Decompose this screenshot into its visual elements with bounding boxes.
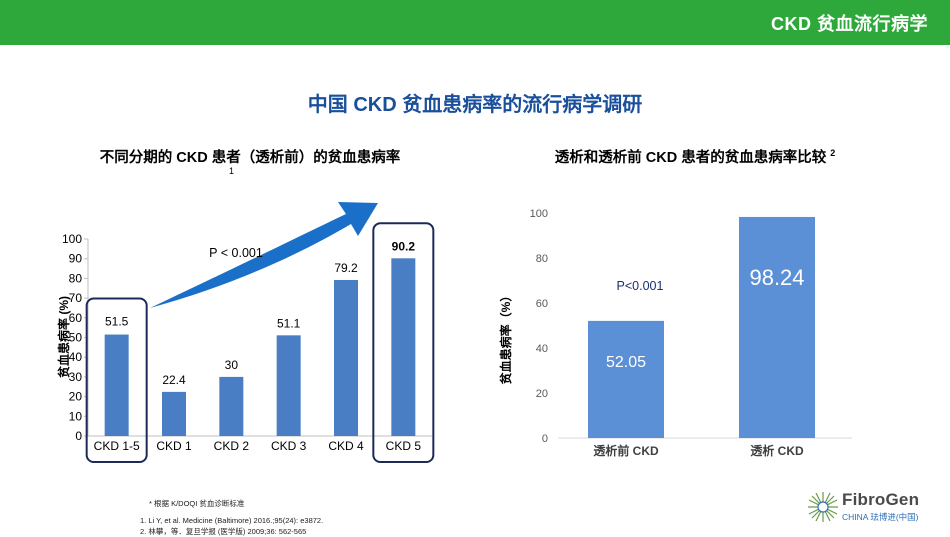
left-y-tick-label: 10: [69, 409, 83, 423]
right-y-tick-label: 40: [536, 343, 548, 355]
right-y-tick-label: 60: [536, 298, 548, 310]
left-y-tick-label: 50: [69, 331, 83, 345]
fibrogen-logo: FibroGen CHINA 珐博进(中国): [806, 488, 946, 528]
left-y-tick-label: 80: [69, 271, 83, 285]
left-bar: [334, 279, 358, 436]
left-x-tick-label: CKD 3: [271, 439, 307, 453]
left-bar: [104, 334, 129, 436]
right-bar: [588, 320, 664, 438]
right-chart-title: 透析和透析前 CKD 患者的贫血患病率比较 2: [530, 146, 860, 167]
left-y-tick-label: 40: [69, 350, 83, 364]
left-chart-title: 不同分期的 CKD 患者（透析前）的贫血患病率: [99, 150, 401, 166]
left-y-tick-label: 70: [69, 291, 83, 305]
left-data-label: 51.1: [277, 316, 301, 330]
right-y-tick-label: 100: [530, 208, 548, 220]
left-x-tick-label: CKD 4: [328, 439, 364, 453]
left-bar: [276, 335, 301, 436]
right-y-axis-label: 贫血患病率（%）: [498, 290, 513, 385]
left-y-tick-label: 90: [69, 252, 83, 266]
left-highlight-frame: [372, 222, 435, 463]
left-chart-title-ref: 1: [229, 166, 235, 176]
left-y-axis-label: 贫血患病率 (%): [56, 296, 71, 378]
left-bar: [162, 391, 186, 436]
right-annotation: P<0.001: [617, 279, 664, 293]
left-x-tick-label: CKD 1: [156, 439, 192, 453]
right-x-tick-label: 透析前 CKD: [593, 443, 659, 458]
right-y-tick-label: 20: [536, 388, 548, 400]
right-chart-title-ref: 2: [830, 148, 836, 159]
right-x-tick-label: 透析 CKD: [750, 443, 804, 458]
left-data-label: 22.4: [162, 373, 186, 387]
right-bar: [739, 216, 815, 438]
right-y-tick-label: 80: [536, 253, 548, 265]
left-data-label: 79.2: [334, 261, 358, 275]
left-x-tick-label: CKD 1-5: [94, 439, 140, 453]
header-title: CKD 贫血流行病学: [771, 14, 928, 34]
footnote-criteria: * 根据 K/DOQI 贫血诊断标准: [149, 499, 245, 508]
trend-arrow: [150, 202, 378, 308]
left-x-tick-label: CKD 5: [386, 439, 422, 453]
left-y-tick-label: 20: [69, 390, 83, 404]
left-y-tick-label: 60: [69, 311, 83, 325]
header-bar: [0, 0, 950, 45]
page-title: 中国 CKD 贫血患病率的流行病学调研: [307, 94, 643, 116]
left-data-label: 90.2: [392, 239, 416, 253]
footnote-ref-2: 2. 林攀，等．复旦学报 (医学版) 2009;36: 562-565: [140, 527, 307, 536]
left-data-label: 51.5: [105, 315, 129, 329]
left-x-tick-label: CKD 2: [214, 439, 250, 453]
left-bar: [391, 258, 416, 436]
right-data-label: 52.05: [606, 354, 646, 371]
left-bar: [219, 376, 244, 436]
right-y-tick-label: 0: [542, 433, 548, 445]
logo-sub: CHINA 珐博进(中国): [842, 512, 919, 522]
left-y-tick-label: 0: [75, 429, 82, 443]
left-annotation: P < 0.001: [209, 246, 263, 260]
right-chart-title-text: 透析和透析前 CKD 患者的贫血患病率比较: [554, 150, 827, 166]
left-data-label: 30: [225, 358, 239, 372]
left-y-tick-label: 100: [62, 232, 82, 246]
right-data-label: 98.24: [749, 265, 804, 290]
fibrogen-logo-icon: [808, 492, 838, 522]
left-highlight-frame: [85, 297, 148, 464]
footnote-ref-1: 1. Li Y, et al. Medicine (Baltimore) 201…: [140, 516, 324, 525]
logo-name: FibroGen: [842, 490, 920, 509]
left-y-tick-label: 30: [69, 370, 83, 384]
